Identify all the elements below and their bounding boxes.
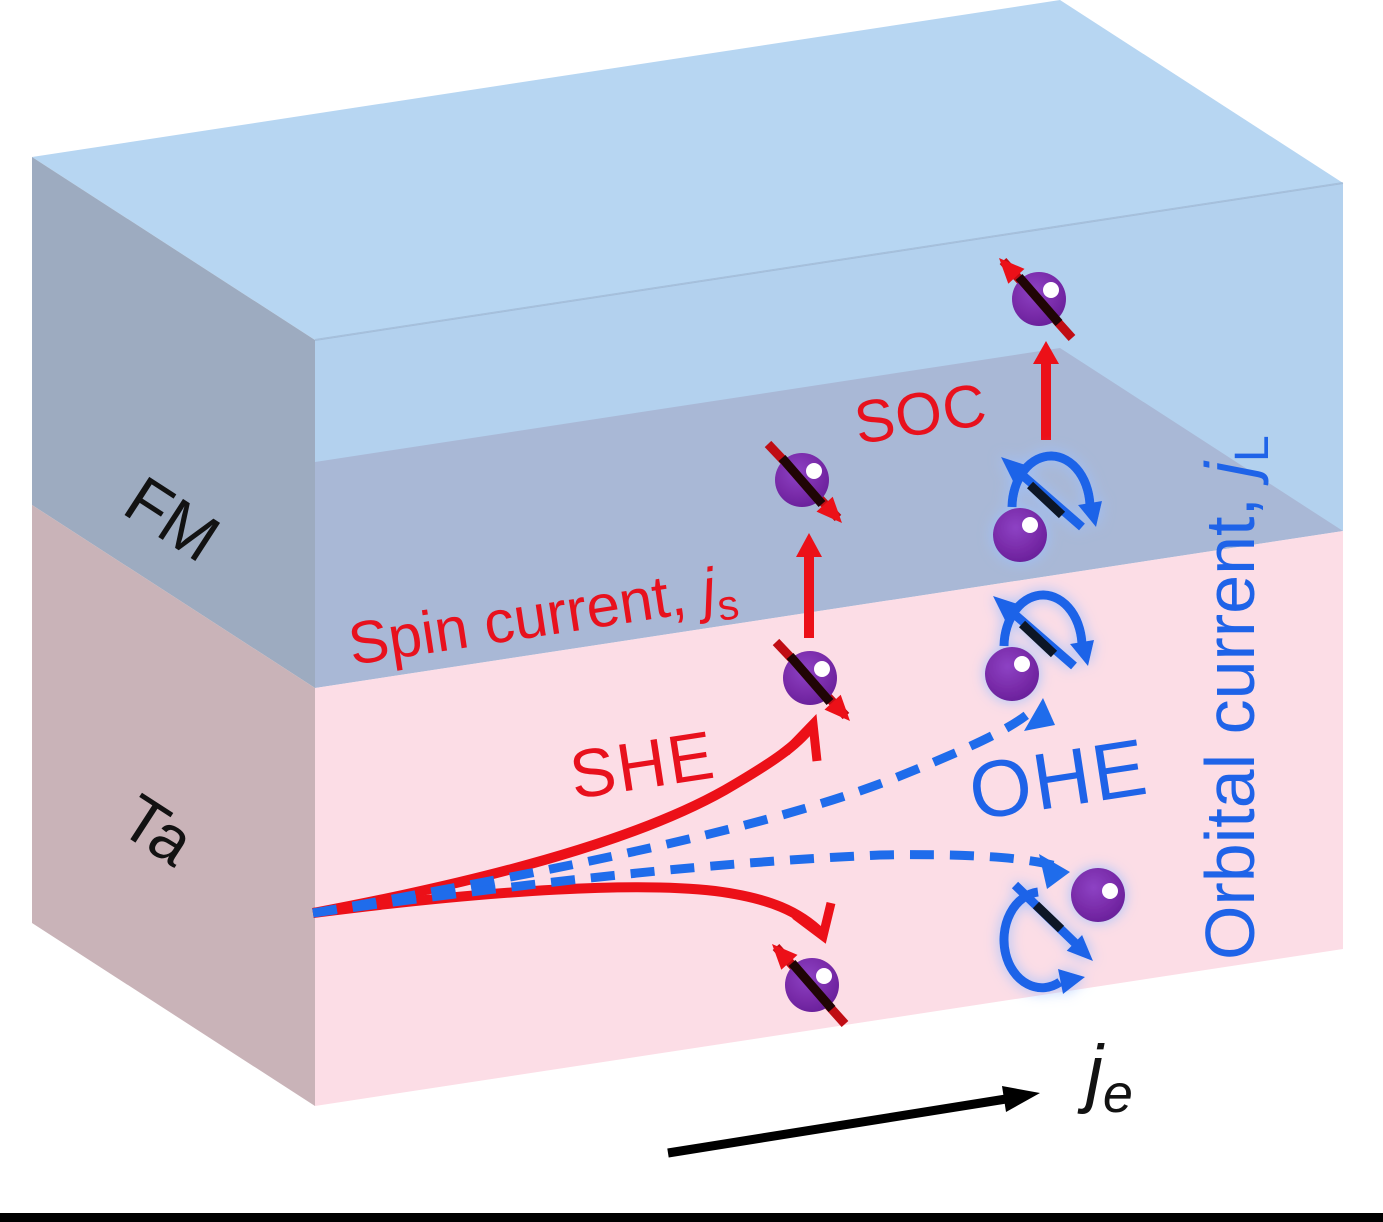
ta-left-face xyxy=(32,505,315,1106)
orbital-current-label-text: Orbital current, xyxy=(1191,478,1269,960)
ohe-down-curve xyxy=(312,850,1064,918)
ta-front-face xyxy=(315,531,1343,1106)
fm-top-face xyxy=(32,0,1343,340)
ohe-up-curve xyxy=(312,701,1042,918)
she-up-arrowhead xyxy=(782,713,822,762)
charge-current-symbol: j xyxy=(1077,1030,1105,1115)
fm-front-top-edge xyxy=(314,182,1344,341)
orbital-current-subscript: L xyxy=(1226,435,1279,462)
spin-current-arrow xyxy=(796,533,822,638)
figure-bottom-border xyxy=(0,1213,1383,1222)
orbital-current-label: Orbital current, jL xyxy=(1191,435,1279,960)
fm-ta-interface-plane xyxy=(315,348,1343,688)
charge-current-arrow xyxy=(667,1086,1040,1158)
ohe-trajectories xyxy=(312,698,1070,918)
fm-left-face xyxy=(32,157,315,688)
she-down-arrowhead xyxy=(792,901,836,944)
soc-arrow xyxy=(1033,341,1059,440)
charge-current-label: je xyxy=(1077,1030,1133,1124)
ohe-down-arrowhead xyxy=(1039,854,1070,889)
bilayer-box xyxy=(32,0,1344,1106)
ohe-up-arrowhead xyxy=(1024,698,1055,731)
charge-current-subscript: e xyxy=(1103,1064,1133,1124)
